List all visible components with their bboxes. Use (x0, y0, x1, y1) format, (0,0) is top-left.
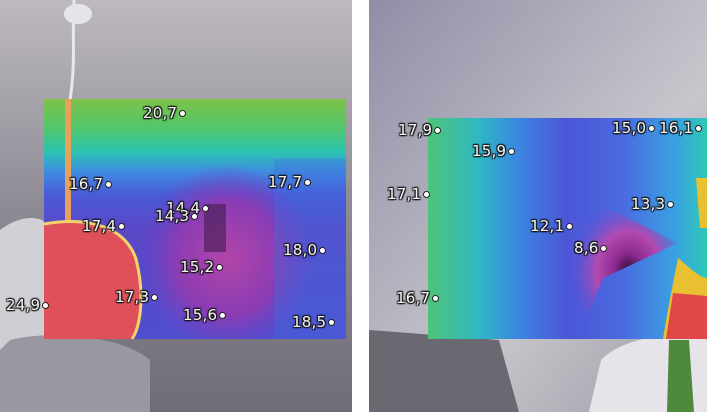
measure-point-icon (191, 212, 199, 220)
temp-marker: 17,4 (82, 217, 126, 235)
measure-point-icon (667, 200, 675, 208)
measure-point-icon (648, 124, 656, 132)
measure-point-icon (566, 222, 574, 230)
left-heatmap (44, 99, 346, 339)
measure-point-icon (179, 109, 187, 117)
temp-marker: 15,2 (180, 258, 224, 276)
temp-marker: 24,9 (6, 296, 50, 314)
measure-point-icon (600, 244, 608, 252)
temp-marker: 15,9 (472, 142, 516, 160)
measure-point-icon (105, 180, 113, 188)
temp-marker: 17,9 (398, 121, 442, 139)
temp-marker: 16,1 (659, 119, 703, 137)
right-thermal-overlay (428, 118, 707, 339)
temp-marker: 12,1 (530, 217, 574, 235)
temp-marker: 18,0 (283, 241, 327, 259)
measure-point-icon (319, 246, 327, 254)
measure-point-icon (328, 318, 336, 326)
measure-point-icon (219, 311, 227, 319)
temp-marker: 15,6 (183, 306, 227, 324)
temp-marker: 16,7 (69, 175, 113, 193)
measure-point-icon (423, 190, 431, 198)
measure-point-icon (216, 263, 224, 271)
right-thermal-photo: 17,9 15,0 16,1 15,9 17,1 13,3 12,1 8,6 1… (369, 0, 707, 412)
measure-point-icon (151, 293, 159, 301)
right-heatmap (428, 118, 707, 339)
temp-marker: 20,7 (143, 104, 187, 122)
measure-point-icon (42, 301, 50, 309)
measure-point-icon (508, 147, 516, 155)
temp-marker: 14,4 (166, 199, 210, 217)
temp-marker: 15,0 (612, 119, 656, 137)
temp-marker: 17,1 (387, 185, 431, 203)
temp-marker: 18,5 (292, 313, 336, 331)
measure-point-icon (202, 204, 210, 212)
measure-point-icon (118, 222, 126, 230)
measure-point-icon (695, 124, 703, 132)
left-thermal-photo: 20,7 16,7 17,7 17,4 14,4 14,3 18,0 15,2 … (0, 0, 352, 412)
measure-point-icon (432, 294, 440, 302)
temp-marker: 13,3 (631, 195, 675, 213)
temp-marker: 16,7 (396, 289, 440, 307)
left-thermal-overlay (44, 99, 346, 339)
temp-marker: 17,3 (115, 288, 159, 306)
temp-marker: 17,7 (268, 173, 312, 191)
measure-point-icon (434, 126, 442, 134)
temp-marker: 8,6 (574, 239, 608, 257)
temp-marker: 14,3 (155, 207, 199, 225)
measure-point-icon (304, 178, 312, 186)
